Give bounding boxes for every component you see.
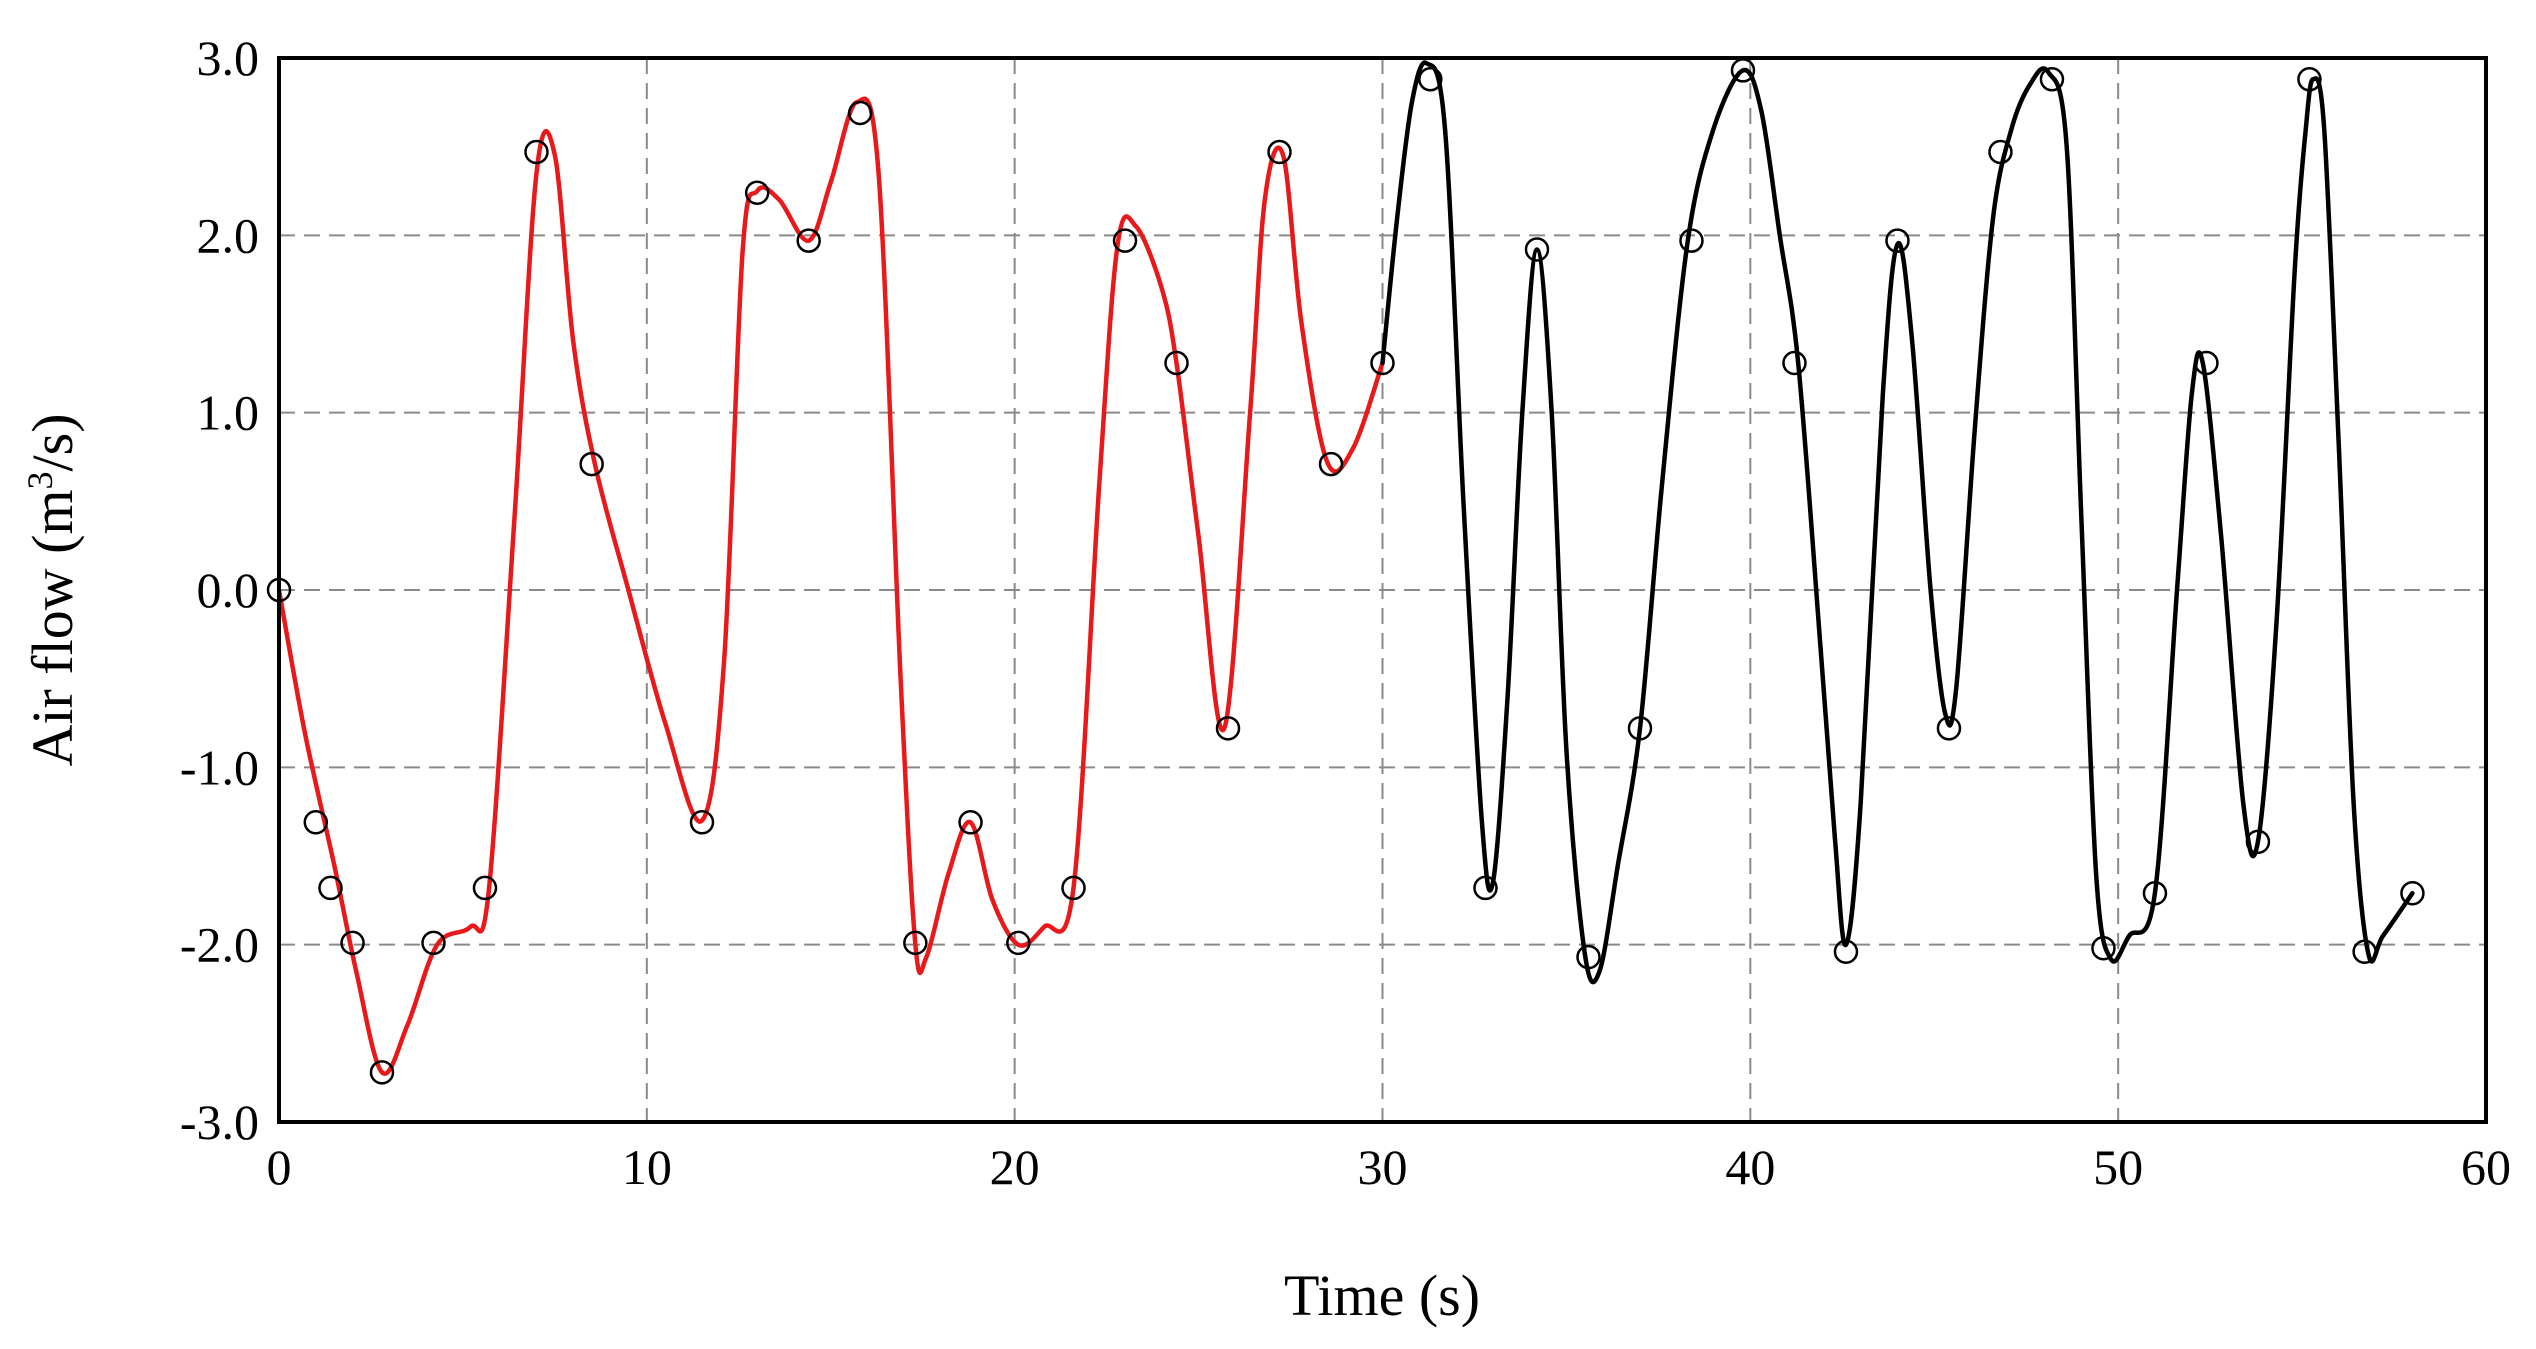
data-point [340,930,365,956]
data-point [1473,875,1498,901]
data-point [1061,875,1086,901]
data-point [2091,935,2116,961]
data-point [1370,350,1395,376]
y-axis-title-superscript: 3 [20,471,60,489]
x-tick-label: 60 [2461,1139,2511,1195]
y-tick-label: 2.0 [197,207,260,263]
grid-lines [279,58,2486,1122]
data-point [1524,237,1550,262]
data-point [369,1060,395,1085]
data-point [303,810,329,835]
data-point [744,180,770,206]
x-axis-title: Time (s) [1284,1263,1480,1328]
data-point [524,139,549,165]
data-point [1418,67,1443,92]
data-point [1782,350,1807,376]
y-axis-title: Air flow (m3/s) [20,413,85,766]
data-point [689,810,715,835]
data-point [1679,228,1704,253]
plot-frame [277,56,2488,1124]
data-point [903,930,928,956]
data-point [1112,228,1138,253]
y-tick-label: 3.0 [197,30,260,86]
y-tick-label: 0.0 [197,562,260,618]
x-tick-label: 20 [990,1139,1040,1195]
data-point [2400,880,2425,906]
data-point [1267,139,1292,165]
data-point [2297,67,2322,92]
data-point [579,451,604,477]
data-point [2245,829,2271,855]
data-point [2039,67,2065,92]
data-point [847,100,873,126]
tick-labels: 0 10 20 30 40 50 60 -3.0 -2.0 -1.0 0.0 1.0 2.0 3.0 [180,30,2511,1195]
data-point [1215,716,1241,741]
y-axis-title-main: Air flow (m [20,489,85,766]
x-tick-label: 50 [2093,1139,2143,1195]
x-tick-label: 40 [1725,1139,1775,1195]
data-point [1318,451,1344,477]
data-point [421,930,446,956]
data-point [472,875,498,901]
y-tick-label: -2.0 [180,917,259,973]
data-point [1885,228,1910,253]
data-point [1988,139,2013,165]
data-point [1627,716,1653,741]
series-curves [276,60,2415,1076]
data-point [1006,930,1031,956]
series-line-1 [276,96,1385,1076]
data-point [1833,939,1859,965]
series-line-2 [1380,60,2415,985]
y-tick-label: -1.0 [180,739,259,795]
x-tick-label: 10 [622,1139,672,1195]
x-tick-label: 0 [267,1139,292,1195]
data-point [1576,944,1601,970]
y-tick-label: -3.0 [180,1094,259,1150]
data-point [2352,939,2377,965]
data-point [1164,350,1189,376]
data-point [796,228,821,253]
y-axis-title-end: /s) [20,413,85,471]
data-point [958,810,983,835]
data-point [318,875,343,901]
x-tick-label: 30 [1358,1139,1408,1195]
data-point [2142,880,2168,906]
y-tick-label: 1.0 [197,385,260,441]
data-point [2194,350,2219,376]
data-point [1936,716,1962,741]
